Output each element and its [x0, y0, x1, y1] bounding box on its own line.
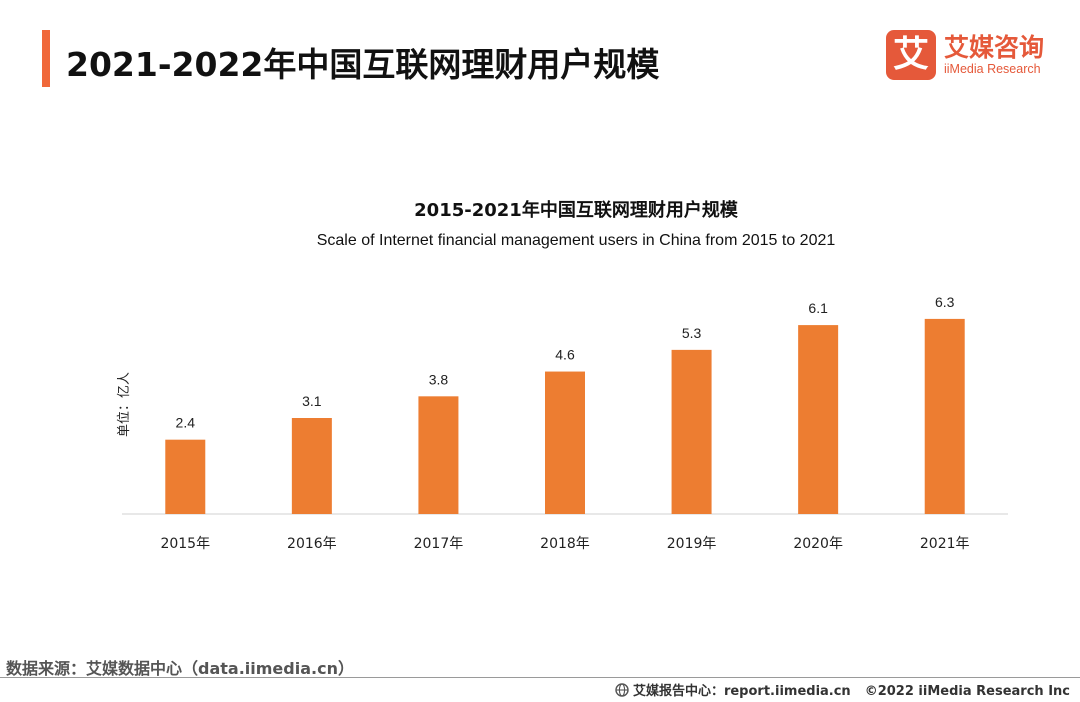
bar-2019年	[671, 349, 712, 514]
x-tick-label: 2017年	[414, 536, 464, 552]
x-tick-label: 2015年	[160, 536, 210, 552]
data-label: 3.8	[429, 371, 449, 387]
x-tick-label: 2020年	[793, 536, 843, 552]
logo-en-text: iiMedia Research	[944, 62, 1041, 76]
bar-2016年	[291, 418, 332, 514]
data-label: 5.3	[682, 325, 702, 341]
bar-2015年	[165, 439, 206, 514]
title-accent-bar	[42, 30, 50, 87]
footer-divider	[0, 677, 1080, 678]
x-tick-label: 2016年	[287, 536, 337, 552]
iimedia-logo: 艾 艾媒咨询 iiMedia Research	[886, 28, 1058, 82]
bar-2018年	[545, 371, 585, 514]
page-title: 2021-2022年中国互联网理财用户规模	[66, 45, 660, 84]
chart-subtitle: Scale of Internet financial management u…	[316, 232, 836, 249]
x-tick-label: 2021年	[920, 536, 970, 552]
x-tick-label: 2018年	[540, 536, 590, 552]
data-source: 数据来源：艾媒数据中心（data.iimedia.cn）	[6, 659, 354, 678]
data-label: 2.4	[176, 415, 196, 431]
chart-title: 2015-2021年中国互联网理财用户规模	[414, 200, 738, 221]
bar-2017年	[418, 396, 459, 514]
data-label: 3.1	[302, 393, 322, 409]
logo-cn-text: 艾媒咨询	[944, 33, 1045, 62]
data-label: 6.3	[935, 294, 955, 310]
globe-icon	[615, 683, 629, 699]
data-label: 4.6	[555, 347, 575, 363]
copyright-text: ©2022 iiMedia Research Inc	[864, 684, 1070, 699]
x-tick-label: 2019年	[667, 536, 717, 552]
bar-2021年	[924, 318, 965, 514]
logo-mark: 艾	[886, 30, 936, 80]
bar-2020年	[798, 325, 839, 514]
footer-bar: 艾媒报告中心：report.iimedia.cn ©2022 iiMedia Re…	[615, 680, 1070, 699]
report-center-link[interactable]: 艾媒报告中心：report.iimedia.cn	[632, 684, 851, 699]
data-label: 6.1	[808, 300, 828, 316]
